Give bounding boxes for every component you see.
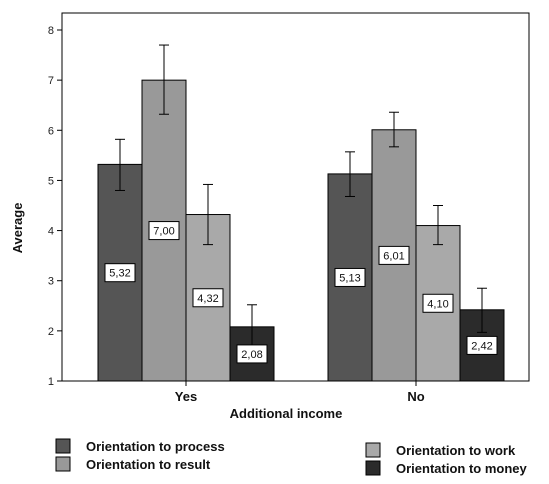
legend-label: Orientation to money	[396, 461, 528, 476]
x-axis-title: Additional income	[230, 406, 343, 421]
y-axis-title: Average	[10, 203, 25, 254]
data-label: 6,01	[383, 250, 404, 262]
data-label: 5,32	[109, 268, 130, 280]
y-tick-label: 3	[48, 276, 54, 288]
legend-label: Orientation to result	[86, 457, 211, 472]
legend: Orientation to process Orientation to res…	[55, 438, 528, 476]
y-tick-label: 8	[48, 25, 54, 37]
x-category-label: Yes	[175, 389, 197, 404]
data-label-box	[236, 344, 268, 364]
x-category-label: No	[407, 389, 424, 404]
data-label: 2,08	[241, 349, 262, 361]
y-tick-label: 6	[48, 125, 54, 137]
data-label-box	[422, 293, 454, 313]
data-label: 4,32	[197, 293, 218, 305]
y-tick-label: 5	[48, 175, 54, 187]
data-label-box	[466, 335, 498, 355]
y-tick-label: 1	[48, 376, 54, 388]
legend-swatch	[365, 442, 381, 458]
y-tick-label: 2	[48, 326, 54, 338]
data-label: 4,10	[427, 298, 448, 310]
data-label-box	[192, 288, 224, 308]
data-label-box	[378, 245, 410, 265]
y-tick-label: 4	[48, 226, 54, 238]
legend-swatch	[55, 456, 71, 472]
bars-layer: 5,32 5,13 7,00 6,01 4,32 4,10 2,08 2,42	[97, 44, 505, 382]
data-label: 7,00	[153, 226, 174, 238]
x-axis: Yes No	[175, 381, 425, 404]
data-label: 5,13	[339, 272, 360, 284]
legend-swatch	[55, 438, 71, 454]
data-label-box	[104, 263, 136, 283]
data-label-box	[334, 267, 366, 287]
y-tick-label: 7	[48, 75, 54, 87]
y-axis: 1 2 3 4 5 6 7 8	[48, 25, 62, 388]
data-label: 2,42	[471, 340, 492, 352]
legend-swatch	[365, 460, 381, 476]
legend-label: Orientation to work	[396, 443, 516, 458]
legend-label: Orientation to process	[86, 439, 225, 454]
data-label-box	[148, 221, 180, 241]
